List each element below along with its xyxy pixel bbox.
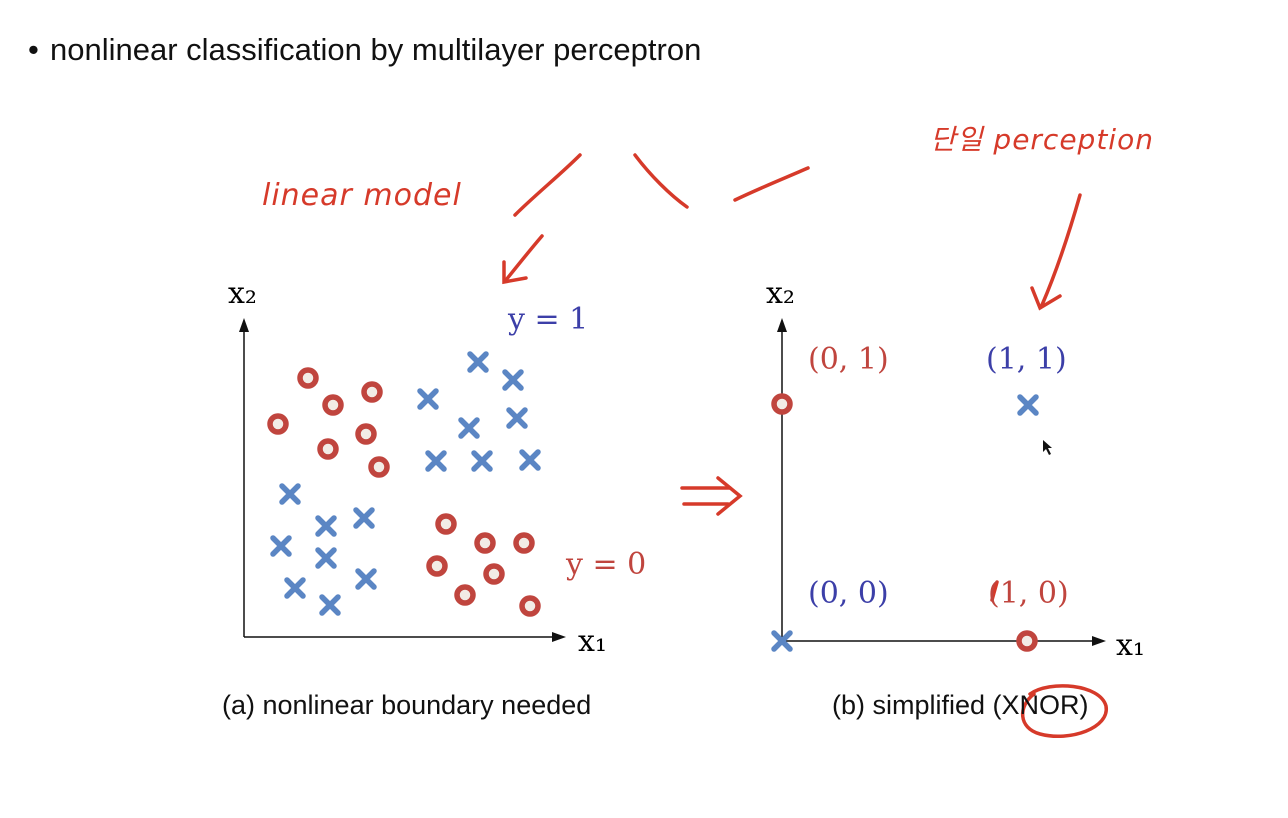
xnor-circle bbox=[1020, 684, 1108, 739]
mouse-cursor-icon bbox=[1043, 440, 1052, 455]
hand-strokes bbox=[502, 153, 1108, 739]
plot-a-caption: (a) nonlinear boundary needed bbox=[222, 690, 592, 720]
cross-marker bbox=[425, 450, 447, 472]
circle-marker-1-0 bbox=[1016, 630, 1038, 652]
plot-a-points bbox=[267, 351, 541, 617]
circle-marker bbox=[454, 584, 476, 606]
cross-marker bbox=[467, 351, 489, 373]
cross-marker bbox=[355, 568, 377, 590]
plot-b-caption: (b) simplified (XNOR) bbox=[832, 690, 1089, 720]
circle-marker bbox=[361, 381, 383, 403]
circle-marker bbox=[322, 394, 344, 416]
arrow-right-head bbox=[1030, 286, 1062, 311]
circle-marker bbox=[474, 532, 496, 554]
cross-marker bbox=[284, 577, 306, 599]
plot-b-ylabel: x₂ bbox=[766, 276, 795, 311]
cross-marker bbox=[353, 507, 375, 529]
plot-b-axes bbox=[777, 318, 1106, 646]
cross-marker bbox=[506, 407, 528, 429]
linear-model-note: linear model bbox=[262, 178, 462, 213]
plot-a-xlabel: x₁ bbox=[578, 624, 607, 659]
bullet-text: nonlinear classification by multilayer p… bbox=[50, 32, 702, 67]
circle-marker-0-1 bbox=[771, 393, 793, 415]
plot-b-xlabel: x₁ bbox=[1116, 628, 1145, 663]
stroke-backslash bbox=[633, 153, 689, 209]
plot-a-label-y0: y = 0 bbox=[566, 547, 647, 582]
cross-marker bbox=[417, 388, 439, 410]
single-perceptron-note: 단일 perception bbox=[930, 123, 1154, 156]
point-label-0-1: (0, 1) bbox=[808, 342, 889, 377]
arrow-right-shaft bbox=[1040, 193, 1082, 307]
arrow-left-shaft bbox=[504, 234, 544, 282]
cross-marker-0-0 bbox=[771, 630, 793, 652]
cross-marker bbox=[502, 369, 524, 391]
stroke-slash bbox=[513, 153, 582, 217]
plot-a-axes bbox=[239, 318, 566, 642]
circle-marker bbox=[426, 555, 448, 577]
cross-marker bbox=[319, 594, 341, 616]
bullet-dot: • bbox=[28, 32, 39, 67]
cross-marker bbox=[315, 515, 337, 537]
arrow-left-head bbox=[502, 260, 528, 285]
point-label-1-1: (1, 1) bbox=[986, 342, 1067, 377]
cross-marker bbox=[270, 535, 292, 557]
bullet-line: • nonlinear classification by multilayer … bbox=[28, 32, 701, 68]
plot-a-ylabel: x₂ bbox=[228, 276, 257, 311]
circle-marker bbox=[513, 532, 535, 554]
implies-arrow-head bbox=[716, 476, 743, 516]
circle-marker bbox=[355, 423, 377, 445]
circle-marker bbox=[368, 456, 390, 478]
tick-mark bbox=[990, 580, 999, 602]
cross-marker bbox=[279, 483, 301, 505]
cross-marker bbox=[315, 547, 337, 569]
cross-marker-1-1 bbox=[1017, 394, 1039, 416]
circle-marker bbox=[317, 438, 339, 460]
point-label-0-0: (0, 0) bbox=[808, 576, 889, 611]
circle-marker bbox=[297, 367, 319, 389]
plot-a-label-y1: y = 1 bbox=[508, 302, 589, 337]
circle-marker bbox=[519, 595, 541, 617]
circle-marker bbox=[267, 413, 289, 435]
cross-marker bbox=[458, 417, 480, 439]
point-label-1-0: (1, 0) bbox=[988, 576, 1069, 611]
circle-marker bbox=[483, 563, 505, 585]
cross-marker bbox=[471, 450, 493, 472]
plot-b-points bbox=[771, 393, 1039, 652]
stroke-dash bbox=[733, 166, 810, 202]
circle-marker bbox=[435, 513, 457, 535]
cross-marker bbox=[519, 449, 541, 471]
